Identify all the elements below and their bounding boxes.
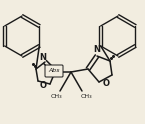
- Text: N: N: [94, 46, 100, 55]
- Text: CH₃: CH₃: [80, 93, 92, 98]
- Text: Abs: Abs: [48, 68, 60, 74]
- Text: N: N: [39, 52, 47, 62]
- Text: CH₃: CH₃: [50, 93, 62, 98]
- Text: O: O: [39, 81, 47, 91]
- FancyBboxPatch shape: [45, 65, 63, 77]
- Text: O: O: [103, 79, 109, 89]
